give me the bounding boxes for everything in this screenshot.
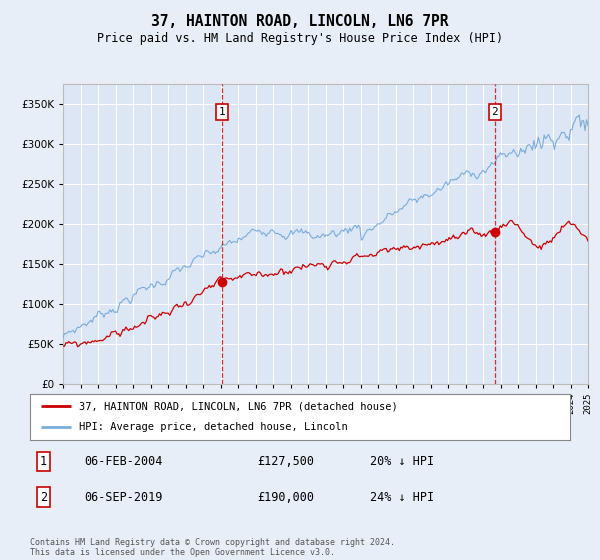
Text: 1: 1 <box>40 455 47 468</box>
Text: £190,000: £190,000 <box>257 491 314 503</box>
Text: 06-FEB-2004: 06-FEB-2004 <box>84 455 163 468</box>
Text: 1: 1 <box>219 107 226 117</box>
Text: Contains HM Land Registry data © Crown copyright and database right 2024.
This d: Contains HM Land Registry data © Crown c… <box>30 538 395 557</box>
Text: 06-SEP-2019: 06-SEP-2019 <box>84 491 163 503</box>
Text: 2: 2 <box>491 107 498 117</box>
Text: 37, HAINTON ROAD, LINCOLN, LN6 7PR: 37, HAINTON ROAD, LINCOLN, LN6 7PR <box>151 14 449 29</box>
Text: £127,500: £127,500 <box>257 455 314 468</box>
Text: 37, HAINTON ROAD, LINCOLN, LN6 7PR (detached house): 37, HAINTON ROAD, LINCOLN, LN6 7PR (deta… <box>79 401 397 411</box>
Text: 20% ↓ HPI: 20% ↓ HPI <box>370 455 434 468</box>
Text: 24% ↓ HPI: 24% ↓ HPI <box>370 491 434 503</box>
Text: 2: 2 <box>40 491 47 503</box>
Text: Price paid vs. HM Land Registry's House Price Index (HPI): Price paid vs. HM Land Registry's House … <box>97 32 503 45</box>
Text: HPI: Average price, detached house, Lincoln: HPI: Average price, detached house, Linc… <box>79 422 347 432</box>
